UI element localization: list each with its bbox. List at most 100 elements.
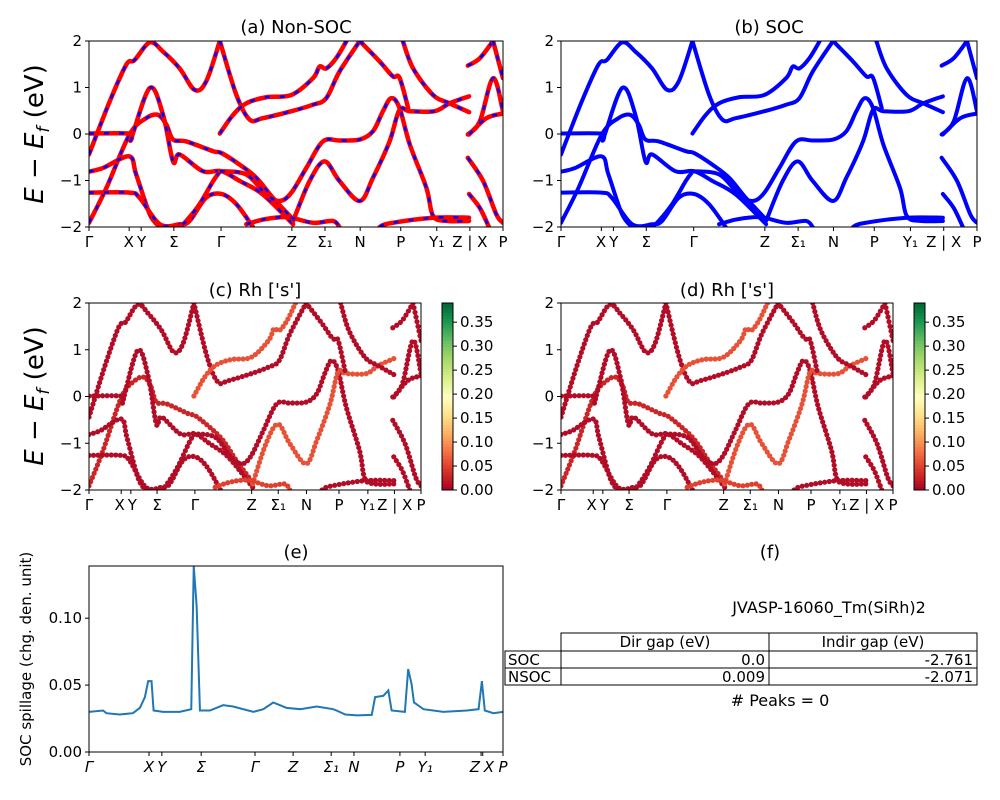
projection-point [102, 362, 108, 368]
projection-point [789, 318, 795, 324]
x-tick-label: N [773, 496, 784, 514]
projection-point [332, 379, 338, 385]
projection-point [745, 402, 751, 408]
x-tick-label: Γ [85, 758, 95, 776]
projection-point [658, 431, 664, 437]
projection-point [877, 450, 883, 456]
projection-point [377, 481, 383, 487]
projection-point [414, 348, 420, 354]
projection-point [604, 353, 610, 359]
projection-point [409, 375, 415, 381]
y-tick-label: 0 [544, 125, 554, 143]
projection-point [863, 356, 869, 362]
y-tick-label: 0.10 [49, 609, 82, 627]
projection-point [289, 308, 295, 314]
soc-band-line [561, 41, 695, 157]
projection-point [338, 380, 344, 386]
projection-point [319, 379, 325, 385]
projection-point [101, 367, 107, 373]
projection-point [142, 360, 148, 366]
projection-point [390, 417, 396, 423]
projection-point [125, 316, 131, 322]
projection-point [888, 361, 893, 368]
projection-point [737, 364, 743, 370]
colorbar-segment [442, 387, 453, 391]
projection-point [808, 481, 814, 488]
projection-point [213, 479, 219, 485]
projection-point [584, 332, 590, 339]
projection-point [814, 317, 820, 323]
projection-point [784, 311, 790, 317]
projection-point [571, 427, 577, 433]
projection-point [309, 307, 315, 313]
projection-point [323, 366, 330, 372]
projection-point [132, 467, 138, 473]
projection-point [854, 481, 860, 487]
projection-point [655, 331, 661, 337]
y-tick-label: −2 [532, 218, 554, 236]
projection-point [792, 322, 798, 328]
colorbar-segment [442, 424, 453, 429]
projection-point [129, 361, 135, 367]
projection-point [194, 455, 201, 461]
projection-point [668, 322, 674, 328]
projection-point [877, 357, 883, 363]
colorbar-segment [914, 452, 925, 457]
projection-point [188, 313, 194, 319]
colorbar-segment [914, 412, 925, 416]
projection-point [145, 373, 151, 379]
projection-point [686, 378, 692, 384]
soc-band-line [940, 191, 965, 227]
projection-point [863, 454, 869, 460]
projection-point [673, 344, 680, 350]
projection-point [561, 452, 564, 459]
projection-point [881, 462, 887, 469]
projection-point [652, 339, 659, 345]
projection-point [697, 444, 703, 451]
projection-point [408, 343, 414, 349]
projection-point [330, 388, 336, 394]
ylabel-unit: (eV) [20, 64, 50, 126]
colorbar-segment [442, 368, 453, 373]
projection-point [654, 448, 660, 454]
projection-point [813, 481, 819, 487]
projection-point [285, 483, 291, 489]
projection-point [804, 482, 810, 488]
projection-point [182, 335, 188, 341]
projection-point [108, 345, 114, 351]
projection-point [201, 344, 208, 350]
projection-point [756, 336, 763, 343]
projection-point [114, 407, 120, 413]
projection-point [219, 441, 225, 447]
table-header-indir-gap: Indir gap (eV) [822, 633, 925, 651]
projection-point [402, 380, 408, 386]
projection-point [809, 375, 815, 382]
colorbar-segment [914, 468, 925, 472]
projection-point [577, 354, 583, 360]
projection-point [820, 419, 826, 425]
projection-point [748, 399, 754, 405]
y-tick-label: −1 [532, 434, 554, 452]
x-tick-label: P [498, 233, 507, 251]
projection-point [590, 320, 596, 327]
colorbar-segment [442, 415, 453, 419]
projection-point [396, 461, 402, 468]
panel-b-title: (b) SOC [734, 17, 803, 38]
projection-point [669, 416, 675, 422]
projection-point [839, 359, 845, 365]
projection-point [763, 304, 769, 310]
soc-band-line [940, 111, 977, 137]
projection-point [703, 356, 709, 362]
colorbar-segment [442, 430, 453, 435]
projection-point [781, 452, 787, 458]
projection-point [775, 399, 781, 405]
projection-point [317, 383, 323, 389]
projection-point [103, 358, 110, 364]
x-tick-label: Y₁ [831, 496, 847, 514]
projection-point [197, 326, 203, 333]
projection-point [204, 422, 210, 428]
projection-point [136, 475, 142, 481]
projection-point [226, 452, 232, 458]
projection-point [391, 478, 397, 484]
projection-point [586, 417, 592, 423]
